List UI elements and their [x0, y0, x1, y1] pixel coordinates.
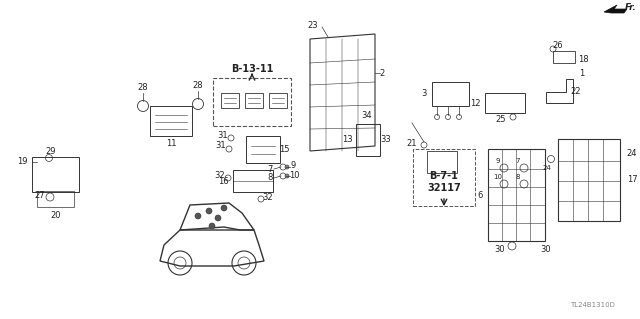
- Text: 32: 32: [262, 192, 273, 202]
- Bar: [37, 191, 74, 207]
- Circle shape: [215, 215, 221, 221]
- Bar: [488, 149, 545, 241]
- Circle shape: [221, 205, 227, 211]
- Text: 20: 20: [51, 211, 61, 219]
- Text: 19: 19: [17, 158, 28, 167]
- Bar: [558, 139, 620, 221]
- Text: 22: 22: [571, 86, 581, 95]
- Text: 31: 31: [218, 130, 228, 139]
- Text: 9: 9: [291, 160, 296, 169]
- Text: 16: 16: [218, 176, 228, 186]
- Circle shape: [285, 165, 289, 169]
- Bar: [245, 93, 263, 108]
- Text: 30: 30: [541, 244, 551, 254]
- Text: B-7-1: B-7-1: [429, 171, 458, 181]
- Bar: [356, 124, 380, 156]
- Circle shape: [285, 174, 289, 178]
- Bar: [269, 93, 287, 108]
- Text: 12: 12: [470, 99, 480, 108]
- Text: 24: 24: [627, 149, 637, 158]
- Text: Fr.: Fr.: [625, 4, 637, 12]
- Text: 8: 8: [268, 174, 273, 182]
- Bar: [246, 136, 280, 163]
- Text: 30: 30: [495, 244, 506, 254]
- Text: 10: 10: [493, 174, 502, 180]
- Text: 15: 15: [279, 145, 289, 154]
- Text: 6: 6: [477, 190, 483, 199]
- Text: 33: 33: [381, 136, 392, 145]
- Text: 27: 27: [35, 190, 45, 199]
- Text: 18: 18: [578, 55, 588, 63]
- Bar: [427, 151, 457, 173]
- Circle shape: [209, 223, 215, 229]
- Text: 21: 21: [407, 138, 417, 147]
- Text: 3: 3: [421, 90, 427, 99]
- Text: 28: 28: [138, 83, 148, 92]
- Text: TL24B1310D: TL24B1310D: [571, 302, 616, 308]
- Text: 28: 28: [193, 80, 204, 90]
- Text: 32117: 32117: [427, 183, 461, 193]
- Text: 34: 34: [362, 112, 372, 121]
- Circle shape: [206, 208, 212, 214]
- Bar: [32, 157, 79, 192]
- Text: 1: 1: [579, 69, 584, 78]
- Bar: [150, 106, 192, 136]
- Text: 9: 9: [496, 158, 500, 164]
- Text: B-13-11: B-13-11: [231, 64, 273, 74]
- Bar: [553, 51, 575, 63]
- Text: 32: 32: [214, 172, 225, 181]
- Bar: [233, 170, 273, 192]
- Text: 29: 29: [45, 146, 56, 155]
- Bar: [413, 149, 475, 206]
- Bar: [485, 93, 525, 113]
- Text: 23: 23: [308, 20, 318, 29]
- Text: 7: 7: [516, 158, 520, 164]
- Text: 24: 24: [543, 165, 552, 171]
- Text: 10: 10: [289, 172, 300, 181]
- Bar: [213, 78, 291, 126]
- Text: 8: 8: [516, 174, 520, 180]
- Polygon shape: [604, 5, 627, 13]
- Circle shape: [195, 213, 201, 219]
- Bar: [221, 93, 239, 108]
- Text: 31: 31: [216, 142, 227, 151]
- Text: 2: 2: [380, 69, 385, 78]
- Text: 17: 17: [627, 175, 637, 184]
- Text: 25: 25: [496, 115, 506, 123]
- Text: 13: 13: [342, 136, 352, 145]
- Text: 7: 7: [268, 165, 273, 174]
- Bar: [432, 82, 469, 106]
- Text: 11: 11: [166, 139, 176, 149]
- Text: 26: 26: [553, 41, 563, 50]
